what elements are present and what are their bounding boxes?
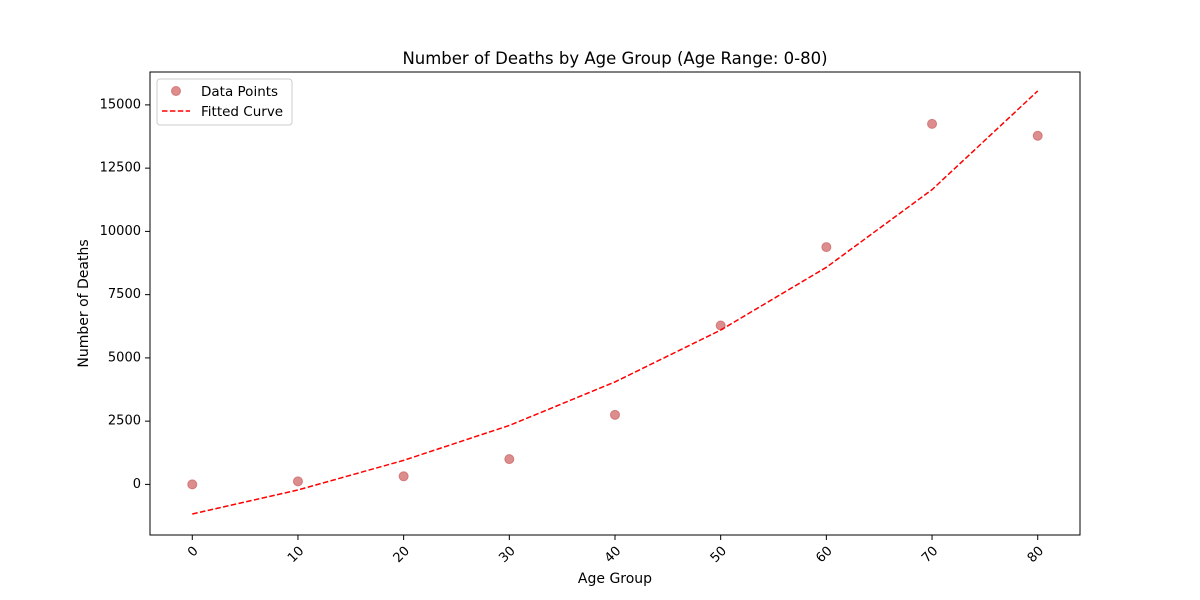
legend-label-fitted-curve: Fitted Curve [201,104,283,120]
y-tick-label: 7500 [108,287,141,302]
y-axis-label: Number of Deaths [76,239,92,367]
data-point [292,476,303,487]
data-point [610,409,620,420]
y-tick-label: 15000 [100,97,141,112]
data-point [1032,130,1043,141]
fitted-curve-line [192,90,1039,515]
chart-title: Number of Deaths by Age Group (Age Range… [402,49,827,68]
y-axis: 0 2500 5000 7500 10000 12500 15000 [100,97,150,492]
y-tick-label: 0 [133,477,141,492]
data-point [927,118,938,129]
plot-area [187,90,1043,515]
legend-box [156,78,293,126]
data-point [398,471,409,482]
y-tick-label: 12500 [100,161,141,176]
legend: Data Points Fitted Curve [156,78,293,126]
data-point [821,242,832,253]
data-point [504,454,515,465]
legend-marker-data-points [171,86,181,96]
y-tick-label: 5000 [108,350,141,365]
data-point [187,479,198,490]
y-tick-label: 2500 [108,414,141,429]
legend-label-data-points: Data Points [201,84,278,100]
x-axis-label: Age Group [578,571,652,587]
y-tick-label: 10000 [100,224,141,239]
